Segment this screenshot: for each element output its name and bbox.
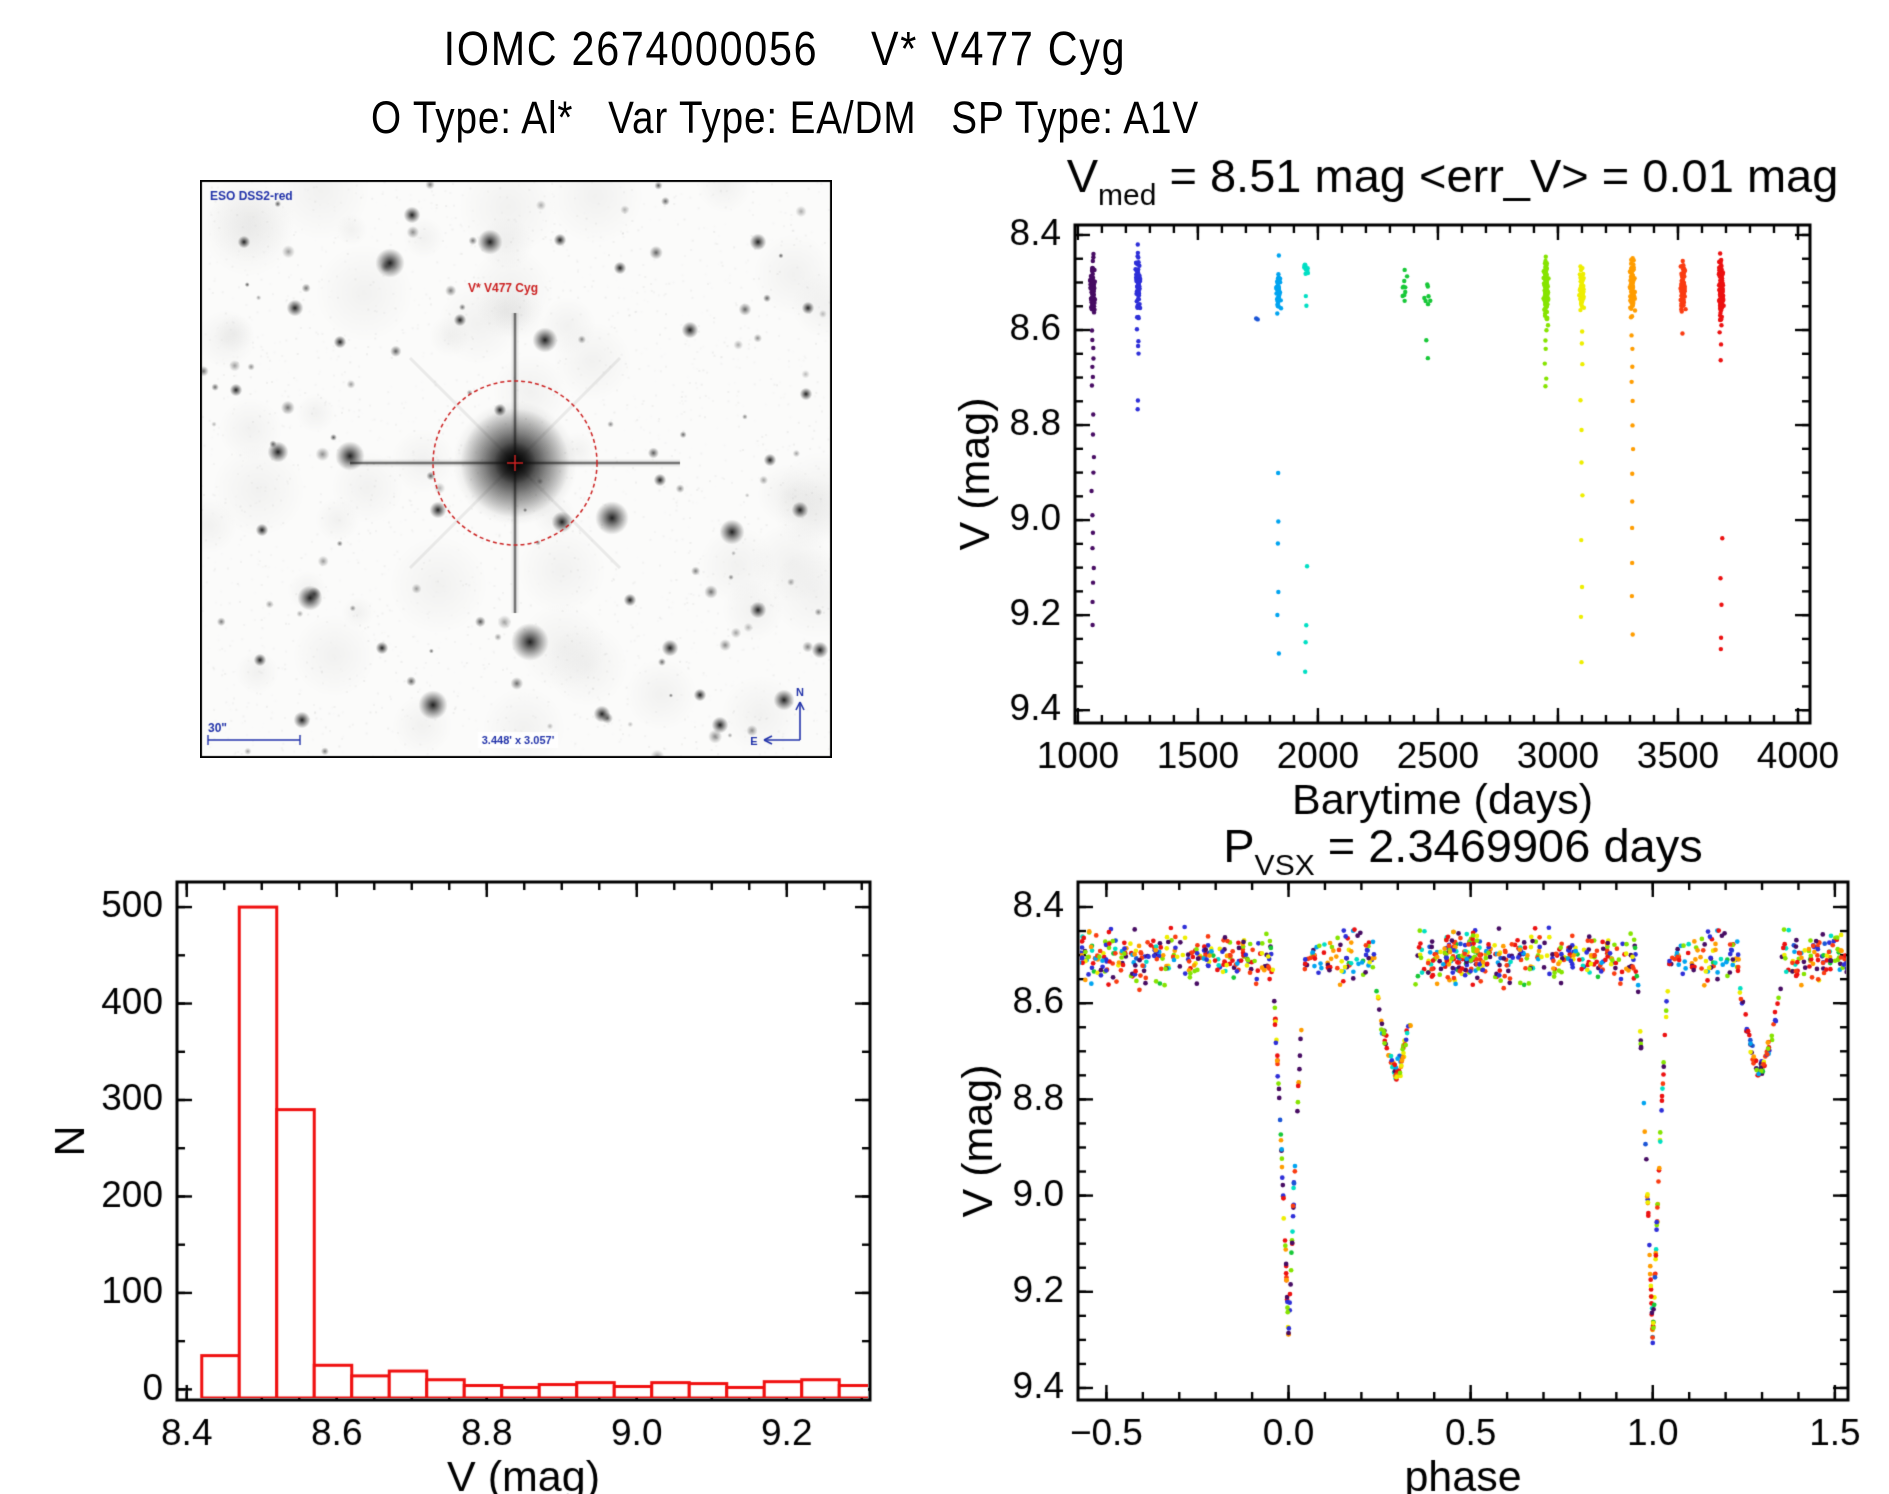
page-subtitle: O Type: Al* Var Type: EA/DM SP Type: A1V bbox=[370, 92, 1200, 143]
lightcurve-plot bbox=[790, 140, 1889, 840]
finder-chart-image bbox=[200, 180, 832, 758]
phase-folded-plot bbox=[830, 820, 1889, 1494]
magnitude-histogram-plot bbox=[50, 860, 880, 1494]
page-title: IOMC 2674000056 V* V477 Cyg bbox=[443, 23, 1127, 76]
